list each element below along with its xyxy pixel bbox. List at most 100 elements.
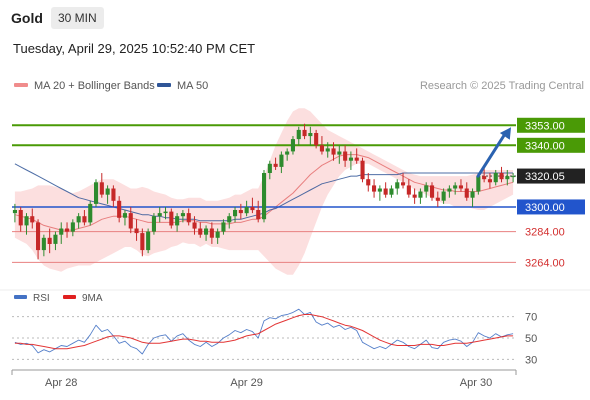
x-tick-label-apr-28: Apr 28: [45, 377, 77, 389]
candle-body: [302, 129, 307, 137]
candle-body: [493, 173, 498, 183]
legend-item-ma20: MA 20 + Bollinger Bands: [14, 80, 155, 92]
top-bar: Gold 30 MIN: [0, 0, 590, 36]
candle-body: [24, 216, 29, 226]
candle-body: [53, 234, 58, 244]
level-label-3300-00-bg: [517, 199, 585, 215]
candle-body: [487, 179, 492, 183]
rsi-line: [14, 308, 514, 355]
candle-body: [94, 182, 99, 204]
candle-body: [406, 185, 411, 195]
candle-body: [140, 233, 145, 251]
candle-body: [354, 157, 359, 161]
level-label-3340-00-bg: [517, 137, 585, 153]
rsi-9ma-line: [14, 314, 514, 350]
candle-body: [337, 151, 342, 155]
candle-body: [273, 163, 278, 167]
candle-body: [122, 213, 127, 218]
candle-body: [65, 228, 70, 232]
candle-body: [296, 129, 301, 140]
timeframe-badge[interactable]: 30 MIN: [51, 7, 104, 29]
candle-body: [41, 237, 46, 251]
candle-body: [76, 216, 81, 223]
candle-body: [505, 176, 510, 180]
candle-body: [412, 194, 417, 198]
candle-body: [198, 228, 203, 235]
candle-body: [464, 188, 469, 198]
candle-body: [30, 216, 35, 223]
candle-body: [180, 213, 185, 217]
candle-body: [204, 228, 209, 235]
candle-body: [117, 200, 122, 218]
level-label-3284-00: 3284.00: [525, 227, 565, 239]
candle-body: [482, 176, 487, 180]
candle-body: [82, 216, 87, 223]
candle-body: [128, 213, 133, 229]
ma50-swatch: [157, 83, 171, 88]
candle-body: [250, 207, 255, 211]
candle-body: [458, 185, 463, 189]
rsi-tick-label-30: 30: [525, 354, 537, 366]
candle-body: [47, 237, 52, 244]
level-label-3340-00: 3340.00: [525, 140, 565, 152]
candle-body: [383, 188, 388, 195]
rsi-tick-label-50: 50: [525, 333, 537, 345]
candle-body: [70, 222, 75, 232]
candle-body: [470, 191, 475, 198]
ma20-swatch: [14, 83, 28, 88]
candle-body: [290, 139, 295, 152]
candle-body: [389, 188, 394, 195]
candle-body: [163, 211, 168, 214]
rsi-swatch: [14, 295, 27, 300]
level-label-3353-00: 3353.00: [525, 120, 565, 132]
legend-label-ma20: MA 20 + Bollinger Bands: [34, 80, 155, 92]
candle-body: [424, 185, 429, 192]
candle-body: [238, 210, 243, 214]
legend-item-rsi: RSI: [14, 293, 50, 304]
legend-label-ma50: MA 50: [177, 80, 209, 92]
candle-body: [285, 151, 290, 155]
legend-label-9ma: 9MA: [82, 293, 103, 304]
candle-body: [267, 163, 272, 173]
candle-body: [12, 210, 17, 214]
candle-body: [453, 185, 458, 189]
candle-body: [175, 216, 180, 226]
candle-body: [105, 188, 110, 195]
candle-body: [435, 197, 440, 201]
candle-body: [314, 133, 319, 146]
candle-body: [476, 176, 481, 192]
candle-body: [99, 182, 104, 195]
candle-body: [59, 228, 64, 235]
candle-body: [18, 210, 23, 226]
level-label-3300-00: 3300.00: [525, 202, 565, 214]
candle-body: [244, 207, 249, 214]
candle-body: [325, 148, 330, 152]
candle-body: [186, 213, 191, 223]
candle-body: [262, 173, 267, 220]
legend-label-rsi: RSI: [33, 293, 50, 304]
instrument-title: Gold: [11, 10, 43, 26]
candle-body: [157, 213, 162, 217]
candle-body: [401, 182, 406, 186]
candle-body: [511, 176, 516, 178]
candle-body: [36, 222, 41, 251]
rsi-tick-label-70: 70: [525, 312, 537, 324]
candle-body: [111, 188, 116, 201]
ma9-swatch: [63, 295, 76, 300]
projection-arrow-shaft: [476, 130, 508, 178]
candle-body: [366, 179, 371, 186]
candle-body: [88, 203, 93, 223]
candle-body: [499, 173, 504, 180]
candle-body: [348, 157, 353, 161]
candle-body: [221, 222, 226, 232]
candle-body: [418, 191, 423, 198]
timestamp: Tuesday, April 29, 2025 10:52:40 PM CET: [13, 41, 256, 56]
candle-body: [447, 188, 452, 192]
x-tick-label-apr-29: Apr 29: [230, 377, 262, 389]
candle-body: [430, 185, 435, 198]
candle-body: [192, 222, 197, 229]
legend-item-ma50: MA 50: [157, 80, 208, 92]
candle-body: [441, 191, 446, 201]
legend-item-9ma: 9MA: [63, 293, 103, 304]
